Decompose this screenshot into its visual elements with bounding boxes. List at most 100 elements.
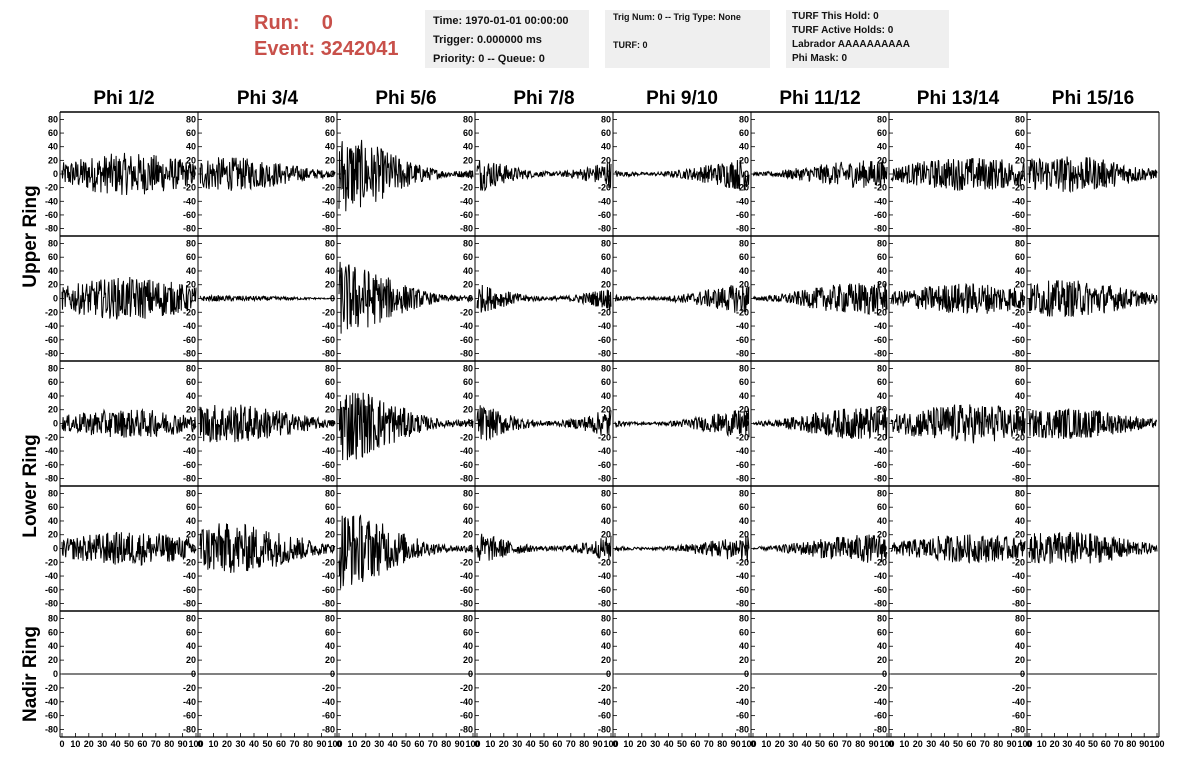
ytick-label: -20 (598, 432, 611, 442)
xtick-label: 10 (485, 739, 495, 749)
ytick-label: -20 (1012, 183, 1025, 193)
xtick-label: 40 (249, 739, 259, 749)
ytick-label: 40 (1015, 391, 1025, 401)
ytick-label: -20 (598, 307, 611, 317)
waveform-trace-r3c1 (61, 408, 197, 438)
xtick-label: 50 (539, 739, 549, 749)
waveform-trace-r1c2 (199, 157, 336, 191)
waveform-trace-r1c6 (752, 160, 888, 189)
ytick-label: 60 (739, 252, 749, 262)
ytick-label: -40 (183, 446, 196, 456)
ytick-label: 20 (1015, 155, 1025, 165)
ytick-label: -60 (874, 335, 887, 345)
ytick-label: 40 (48, 516, 58, 526)
ytick-label: 40 (325, 142, 335, 152)
ytick-label: 0 (330, 544, 335, 554)
ytick-label: -80 (598, 474, 611, 484)
ytick-label: 0 (744, 669, 749, 679)
ytick-label: -20 (736, 183, 749, 193)
priority-text: Priority: 0 -- Queue: 0 (433, 53, 545, 65)
ytick-label: 40 (463, 266, 473, 276)
xtick-label: 90 (316, 739, 326, 749)
waveform-trace-r2c5 (614, 285, 750, 313)
ytick-label: -60 (874, 585, 887, 595)
ytick-label: -80 (45, 349, 58, 359)
ytick-label: -20 (460, 683, 473, 693)
ytick-label: -60 (45, 210, 58, 220)
xtick-label: 80 (993, 739, 1003, 749)
run-label: Run: (254, 12, 300, 34)
ytick-label: 40 (325, 391, 335, 401)
ytick-label: 80 (463, 238, 473, 248)
ytick-label: 80 (325, 488, 335, 498)
ytick-label: 60 (48, 252, 58, 262)
ytick-label: -60 (183, 460, 196, 470)
ytick-label: -20 (874, 183, 887, 193)
xtick-label: 70 (1114, 739, 1124, 749)
waveform-trace-r2c6 (752, 281, 888, 316)
ytick-label: -20 (183, 307, 196, 317)
ytick-label: -60 (598, 460, 611, 470)
ytick-label: 60 (601, 502, 611, 512)
ytick-label: -40 (45, 196, 58, 206)
xtick-label: 20 (637, 739, 647, 749)
waveform-trace-r3c2 (199, 404, 336, 443)
ytick-label: 20 (463, 155, 473, 165)
ytick-label: -80 (322, 349, 335, 359)
ytick-label: -60 (183, 585, 196, 595)
ytick-label: 40 (1015, 516, 1025, 526)
ytick-label: 40 (463, 142, 473, 152)
ytick-label: 60 (325, 502, 335, 512)
ytick-label: 0 (330, 419, 335, 429)
ytick-label: -60 (322, 210, 335, 220)
ytick-label: 20 (48, 155, 58, 165)
ytick-label: 20 (1015, 405, 1025, 415)
event-label: Event: (254, 38, 316, 60)
ytick-label: 40 (739, 266, 749, 276)
ytick-label: -60 (45, 711, 58, 721)
xtick-label: 0 (1026, 739, 1031, 749)
ytick-label: -60 (460, 585, 473, 595)
ytick-label: 80 (601, 613, 611, 623)
ytick-label: 20 (1015, 280, 1025, 290)
ytick-label: -40 (1012, 697, 1025, 707)
column-title-7: Phi 13/14 (917, 88, 1000, 109)
xtick-label: 40 (388, 739, 398, 749)
ytick-label: -60 (322, 585, 335, 595)
ytick-label: 20 (48, 405, 58, 415)
waveform-trace-r1c3 (338, 139, 474, 212)
ytick-label: 0 (882, 294, 887, 304)
ytick-label: -40 (45, 446, 58, 456)
ytick-label: -60 (736, 585, 749, 595)
ytick-label: 0 (330, 169, 335, 179)
xtick-label: 50 (953, 739, 963, 749)
xtick-label: 60 (414, 739, 424, 749)
ytick-label: -60 (45, 460, 58, 470)
ytick-label: -80 (736, 725, 749, 735)
ytick-label: 20 (601, 655, 611, 665)
ytick-label: 40 (601, 516, 611, 526)
ytick-label: 60 (463, 252, 473, 262)
ytick-label: -80 (460, 599, 473, 609)
ytick-label: 80 (463, 363, 473, 373)
xtick-label: 60 (690, 739, 700, 749)
ytick-label: 40 (48, 142, 58, 152)
ytick-label: -60 (1012, 335, 1025, 345)
ytick-label: 80 (463, 488, 473, 498)
ytick-label: -40 (460, 446, 473, 456)
xtick-label: 100 (188, 739, 203, 749)
ytick-label: -80 (874, 599, 887, 609)
ytick-label: -40 (736, 446, 749, 456)
ytick-label: 40 (1015, 266, 1025, 276)
ytick-label: 40 (463, 391, 473, 401)
time-info-box: Time: 1970-01-01 00:00:00 Trigger: 0.000… (425, 10, 589, 68)
ytick-label: -40 (460, 697, 473, 707)
ytick-label: 80 (48, 613, 58, 623)
ytick-label: 60 (325, 252, 335, 262)
ytick-label: -80 (1012, 224, 1025, 234)
ytick-label: 40 (877, 266, 887, 276)
ytick-label: 60 (877, 128, 887, 138)
xtick-label: 70 (980, 739, 990, 749)
ytick-label: -60 (460, 210, 473, 220)
